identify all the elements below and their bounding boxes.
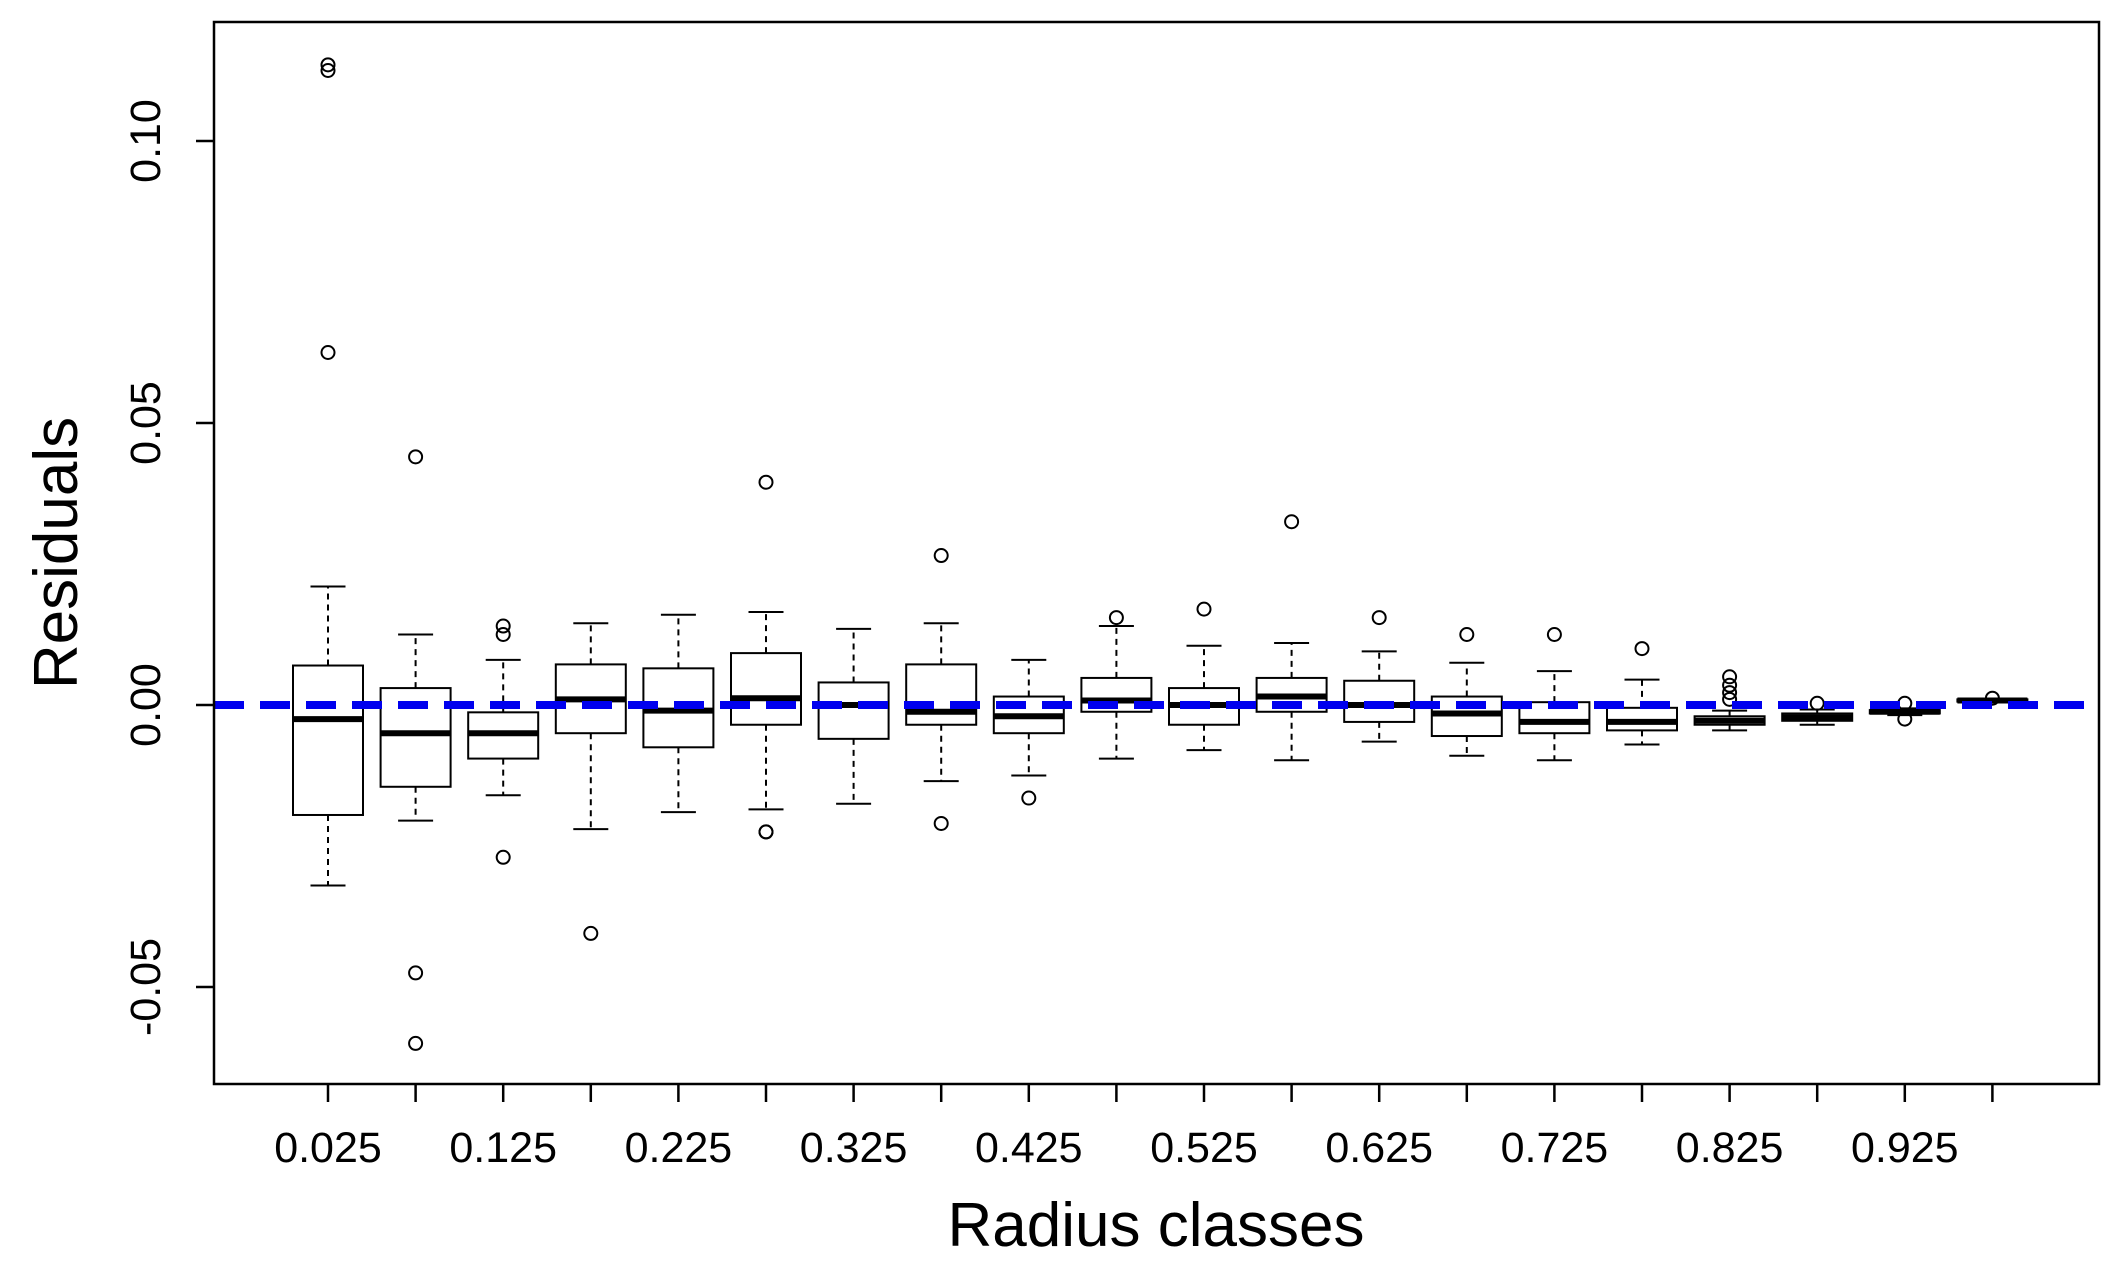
box-iqr <box>905 663 978 726</box>
x-tick-label: 0.325 <box>800 1124 908 1172</box>
outlier-point <box>408 965 424 981</box>
outlier-point <box>1722 691 1738 707</box>
y-axis: -0.05 0.00 0.05 0.10 <box>122 99 214 1036</box>
box-0.925 <box>1868 695 1941 727</box>
outlier-point <box>408 1035 424 1051</box>
outlier-point <box>1722 677 1738 693</box>
outlier-point <box>495 849 511 865</box>
outlier-point <box>1196 601 1212 617</box>
y-tick-label: 0.10 <box>122 99 170 183</box>
x-tick-label: 0.125 <box>449 1124 557 1172</box>
outlier-point <box>758 824 774 840</box>
outlier-point <box>1897 711 1913 727</box>
x-tick-label: 0.525 <box>1150 1124 1258 1172</box>
box-0.125 <box>467 618 540 865</box>
outlier-point <box>1722 685 1738 701</box>
box-iqr <box>817 681 890 740</box>
box-0.375 <box>905 548 978 831</box>
outlier-point <box>1634 641 1650 657</box>
x-axis-title: Radius classes <box>948 1191 1365 1260</box>
box-0.175 <box>554 622 627 941</box>
outlier-point <box>495 618 511 634</box>
y-axis-title: Residuals <box>22 417 91 689</box>
box-iqr <box>292 664 364 816</box>
plot-frame <box>212 20 2101 1086</box>
outlier-point <box>758 474 774 490</box>
outlier-point <box>320 63 336 78</box>
x-tick-label: 0.925 <box>1851 1124 1959 1172</box>
outlier-point <box>1284 514 1300 530</box>
outlier-point <box>1809 695 1825 711</box>
outlier-point <box>495 627 511 642</box>
y-tick-label: 0.05 <box>122 381 170 465</box>
box-0.825 <box>1693 669 1766 732</box>
outlier-point <box>320 345 336 360</box>
x-tick-label: 0.225 <box>625 1124 733 1172</box>
outlier-point <box>933 815 949 831</box>
outlier-point <box>1984 690 2000 706</box>
x-tick-label: 0.725 <box>1501 1124 1609 1172</box>
outlier-point <box>583 925 599 941</box>
outlier-point <box>1021 790 1037 806</box>
box-0.025 <box>292 57 364 887</box>
outlier-point <box>1371 610 1387 626</box>
outlier-point <box>1722 669 1738 685</box>
outlier-point <box>408 449 424 465</box>
outlier-point <box>1108 610 1124 626</box>
x-tick-label: 0.025 <box>274 1124 382 1172</box>
boxes-layer <box>292 57 2029 1051</box>
y-tick-label: -0.05 <box>122 938 170 1036</box>
outlier-point <box>1546 627 1562 642</box>
x-tick-label: 0.425 <box>975 1124 1083 1172</box>
outlier-point <box>933 548 949 564</box>
box-0.775 <box>1606 641 1678 746</box>
y-tick-label: 0.00 <box>122 663 170 747</box>
x-tick-label: 0.625 <box>1325 1124 1433 1172</box>
box-0.875 <box>1781 695 1854 726</box>
x-axis: 0.025 0.125 0.225 0.325 0.425 0.525 0.625 0.725… <box>274 1084 1994 1172</box>
outlier-point <box>320 57 336 73</box>
x-tick-label: 0.825 <box>1676 1124 1784 1172</box>
box-0.275 <box>730 474 802 840</box>
outlier-point <box>1459 627 1475 642</box>
box-iqr <box>730 652 802 726</box>
